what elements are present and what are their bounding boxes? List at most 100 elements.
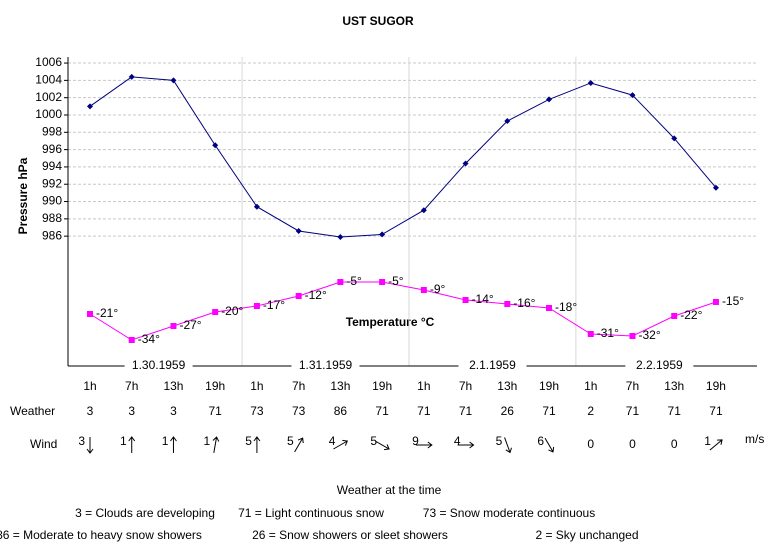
wind-arrow [333, 439, 349, 450]
wind-arrow-shape [457, 441, 475, 449]
point [420, 207, 427, 214]
y-tick-label: 996 [42, 142, 62, 156]
point [87, 311, 93, 317]
series-line [89, 76, 717, 238]
wind-speed: 1 [704, 434, 711, 448]
y-tick-label: 994 [42, 159, 62, 173]
weather-code: 71 [626, 404, 640, 418]
date-bg [625, 358, 694, 374]
x-tick-label: 19h [205, 379, 225, 393]
wind-arrow [253, 436, 261, 453]
wind-arrow-shape [544, 437, 555, 453]
y-tick-label: 1002 [35, 90, 62, 104]
point [546, 305, 553, 311]
weather-code: 86 [334, 404, 348, 418]
wind-arrow-shape [212, 436, 220, 453]
wind-arrow-shape [504, 437, 512, 454]
series-line [89, 281, 717, 341]
weather-code: 3 [128, 404, 135, 418]
weather-code: 71 [542, 404, 556, 418]
weather-code: 26 [501, 404, 515, 418]
wind-arrow-shape [253, 436, 261, 453]
x-tick-label: 1h [584, 379, 597, 393]
point [504, 301, 511, 307]
weather-code: 73 [250, 404, 264, 418]
data-label: -18° [555, 300, 577, 314]
legend-entry: 3 = Clouds are developing [75, 506, 215, 520]
wind-arrow [294, 437, 304, 453]
point [546, 96, 553, 103]
point [253, 203, 260, 210]
data-label: -27° [179, 318, 201, 332]
wind-arrow-shape [128, 436, 136, 453]
wind-speed: 5 [370, 434, 377, 448]
row-label: Wind [30, 437, 57, 451]
x-tick-label: 7h [292, 379, 305, 393]
x-tick-label: 19h [372, 379, 392, 393]
wind-arrow [128, 436, 136, 453]
annotation: Temperature °C [346, 315, 435, 329]
x-tick-label: 19h [539, 379, 559, 393]
x-tick-label: 7h [459, 379, 472, 393]
wind-arrow-shape [709, 439, 723, 451]
wind-arrow [212, 436, 220, 453]
wind-arrow [709, 439, 723, 451]
wind-arrow-shape [333, 439, 349, 450]
x-tick-label: 1h [417, 379, 430, 393]
data-label: -12° [305, 288, 327, 302]
wind-arrow-shape [415, 441, 433, 449]
y-tick-label: 1006 [35, 55, 62, 69]
date-label: 1.31.1959 [299, 358, 353, 372]
x-tick-label: 7h [125, 379, 138, 393]
y-tick-label: 990 [42, 194, 62, 208]
point [337, 234, 344, 241]
wind-speed: 4 [454, 434, 461, 448]
point [212, 309, 219, 315]
wind-speed: 6 [537, 434, 544, 448]
date-label: 1.30.1959 [132, 358, 186, 372]
point [170, 323, 177, 329]
point [504, 118, 511, 125]
weather-code: 71 [209, 404, 223, 418]
legend-entry: 2 = Sky unchanged [535, 528, 638, 542]
point [295, 293, 302, 299]
wind-arrow [457, 441, 475, 449]
wind-arrow [374, 440, 390, 451]
wind-speed: 5 [287, 434, 294, 448]
point [629, 333, 636, 339]
weather-code: 71 [417, 404, 431, 418]
wind-speed: 0 [587, 437, 594, 451]
point [379, 231, 386, 238]
x-tick-label: 1h [83, 379, 96, 393]
date-bg [124, 358, 193, 374]
legend-title: Weather at the time [337, 483, 442, 497]
legend-entry: 26 = Snow showers or sleet showers [252, 528, 448, 542]
data-label: -22° [680, 308, 702, 322]
data-label: -31° [597, 326, 619, 340]
data-label: -15° [722, 294, 744, 308]
wind-speed: 5 [245, 434, 252, 448]
wind-arrow [544, 437, 555, 453]
data-label: -16° [513, 296, 535, 310]
weather-code: 71 [459, 404, 473, 418]
date-bg [458, 358, 527, 374]
point [712, 184, 719, 191]
legend-entry: 86 = Moderate to heavy snow showers [0, 528, 202, 542]
wind-speed: 9 [412, 434, 419, 448]
point [295, 227, 302, 234]
wind-speed: 1 [162, 434, 169, 448]
weather-code: 73 [292, 404, 306, 418]
point [212, 142, 219, 149]
point [170, 77, 177, 84]
point [587, 331, 594, 337]
date-bg [291, 358, 360, 374]
x-tick-label: 7h [626, 379, 639, 393]
wind-arrow-shape [86, 437, 94, 454]
y-tick-label: 988 [42, 211, 62, 225]
point [379, 279, 386, 285]
data-label: -20° [221, 304, 243, 318]
legend-entry: 73 = Snow moderate continuous [423, 506, 595, 520]
data-label: -32° [638, 328, 660, 342]
point [253, 303, 260, 309]
